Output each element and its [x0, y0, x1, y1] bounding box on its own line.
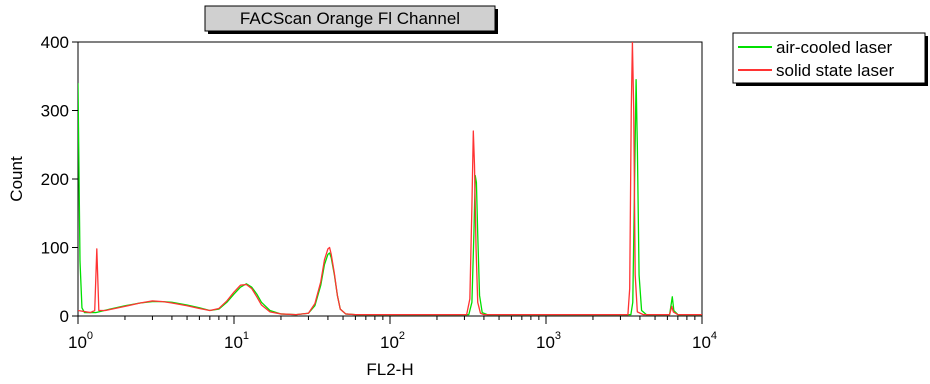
- x-tick-label: 100: [68, 330, 93, 352]
- x-tick-label: 104: [692, 330, 717, 352]
- y-tick-label: 0: [60, 307, 69, 326]
- x-tick-label: 103: [536, 330, 561, 352]
- x-axis: 100 101 102 103 104: [68, 316, 717, 352]
- legend-label: solid state laser: [776, 61, 894, 80]
- y-axis-title: Count: [7, 156, 26, 202]
- y-axis: 0 100 200 300 400: [41, 33, 78, 326]
- legend: air-cooled laser solid state laser: [732, 32, 928, 86]
- x-tick-label: 101: [224, 330, 249, 352]
- x-axis-title: FL2-H: [366, 360, 413, 379]
- chart-title: FACScan Orange Fl Channel: [240, 9, 460, 28]
- y-tick-label: 100: [41, 239, 69, 258]
- y-tick-label: 200: [41, 170, 69, 189]
- y-tick-label: 300: [41, 102, 69, 121]
- plot-area: [77, 41, 703, 317]
- y-tick-label: 400: [41, 33, 69, 52]
- x-tick-label: 102: [380, 330, 405, 352]
- legend-label: air-cooled laser: [776, 38, 893, 57]
- chart-title-box: FACScan Orange Fl Channel: [204, 5, 498, 34]
- series-line-solid-state-laser: [78, 42, 702, 316]
